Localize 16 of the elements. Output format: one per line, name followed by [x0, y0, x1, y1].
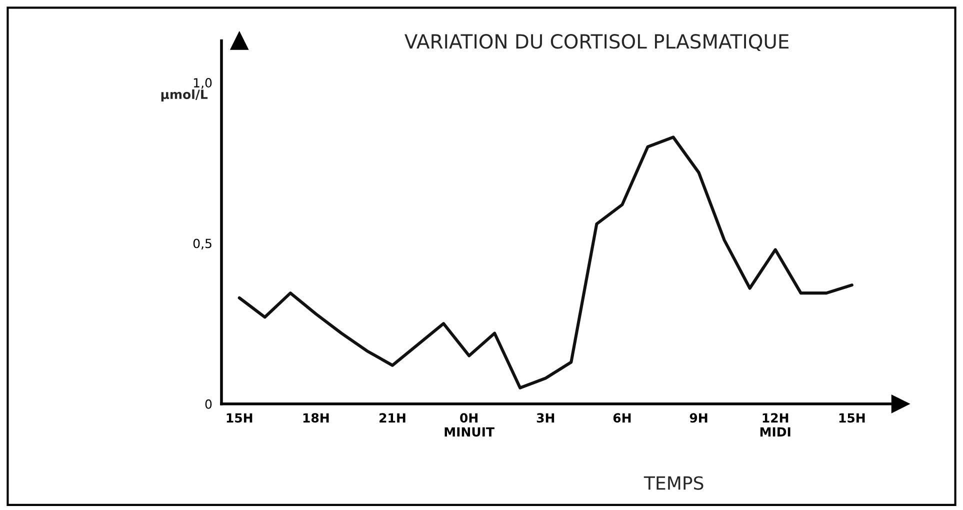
x-tick-label: 0H MINUIT: [444, 413, 494, 437]
x-tick-label: 15H: [226, 413, 252, 423]
x-tick-label: 12H MIDI: [760, 413, 790, 436]
y-tick-label: 1,0: [194, 78, 212, 89]
line-series: [238, 136, 854, 390]
x-tick-label: 18H: [303, 413, 329, 423]
y-axis-title: µmol/L: [161, 89, 208, 102]
x-axis-title: TEMPS: [644, 476, 704, 490]
x-tick-label: 3H: [536, 413, 554, 423]
x-tick-label: 21H: [380, 413, 406, 422]
x-tick-label: 15H: [839, 413, 865, 423]
x-tick-label: 6H: [613, 413, 631, 423]
y-tick-label: 0,5: [193, 238, 212, 250]
y-tick-label: 0: [205, 399, 212, 409]
chart-title: VARIATION DU CORTISOL PLASMATIQUE: [404, 34, 788, 51]
x-tick-label: 9H: [690, 413, 708, 423]
